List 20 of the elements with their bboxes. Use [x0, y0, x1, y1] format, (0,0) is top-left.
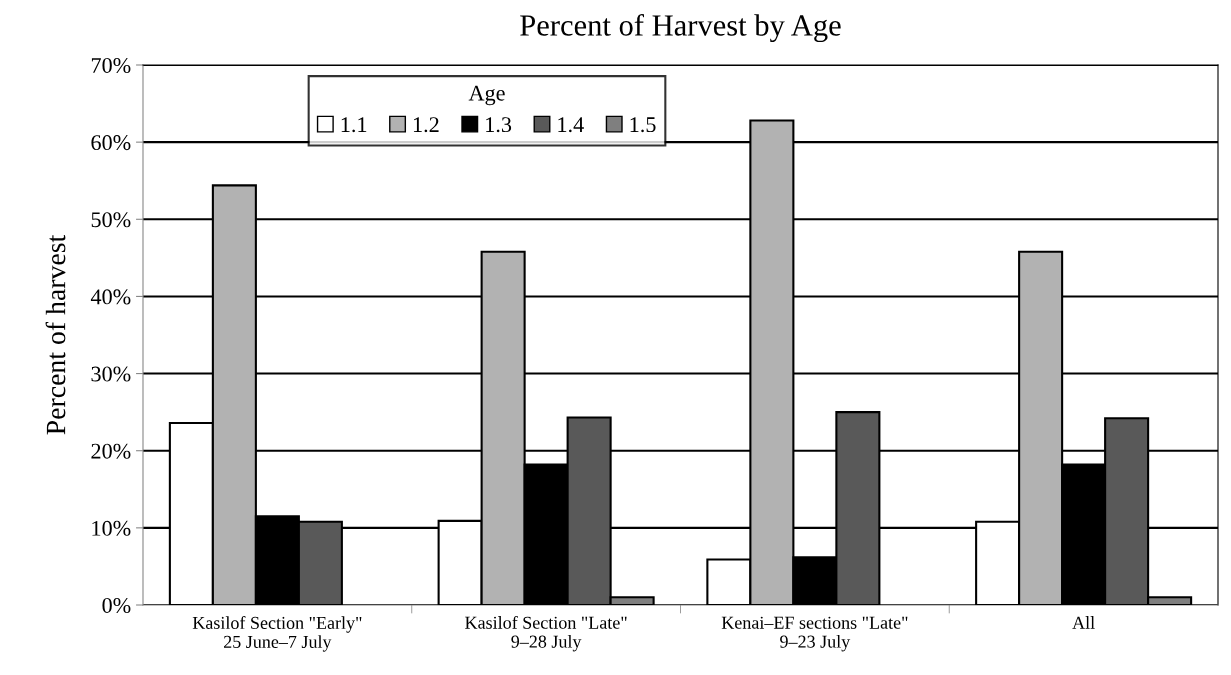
y-tick-label: 0% [102, 597, 131, 613]
x-tick-label: Kasilof Section "Early" 25 June–7 July [192, 616, 362, 652]
legend-title: Age [468, 85, 505, 106]
y-tick-label: 30% [91, 366, 131, 382]
legend-label: 1.4 [558, 117, 584, 133]
x-tick-label: Kenai–EF sections "Late" 9–23 July [721, 616, 908, 652]
x-tick-label: Kasilof Section "Late" 9–28 July [465, 615, 627, 652]
legend-label: 1.5 [630, 117, 656, 133]
legend-label: 1.1 [341, 117, 367, 133]
y-tick-label: 10% [92, 520, 131, 536]
legend-label: 1.2 [413, 117, 439, 133]
y-axis-title: Percent of harvest [45, 234, 66, 435]
legend-label: 1.3 [486, 117, 512, 133]
y-tick-label: 50% [91, 212, 131, 228]
y-tick-label: 40% [90, 289, 131, 305]
x-tick-label: All [1072, 616, 1095, 629]
chart-title: Percent of Harvest by Age [520, 13, 841, 43]
y-tick-label: 60% [91, 135, 131, 151]
y-tick-label: 70% [91, 57, 131, 73]
y-tick-label: 20% [91, 443, 131, 459]
